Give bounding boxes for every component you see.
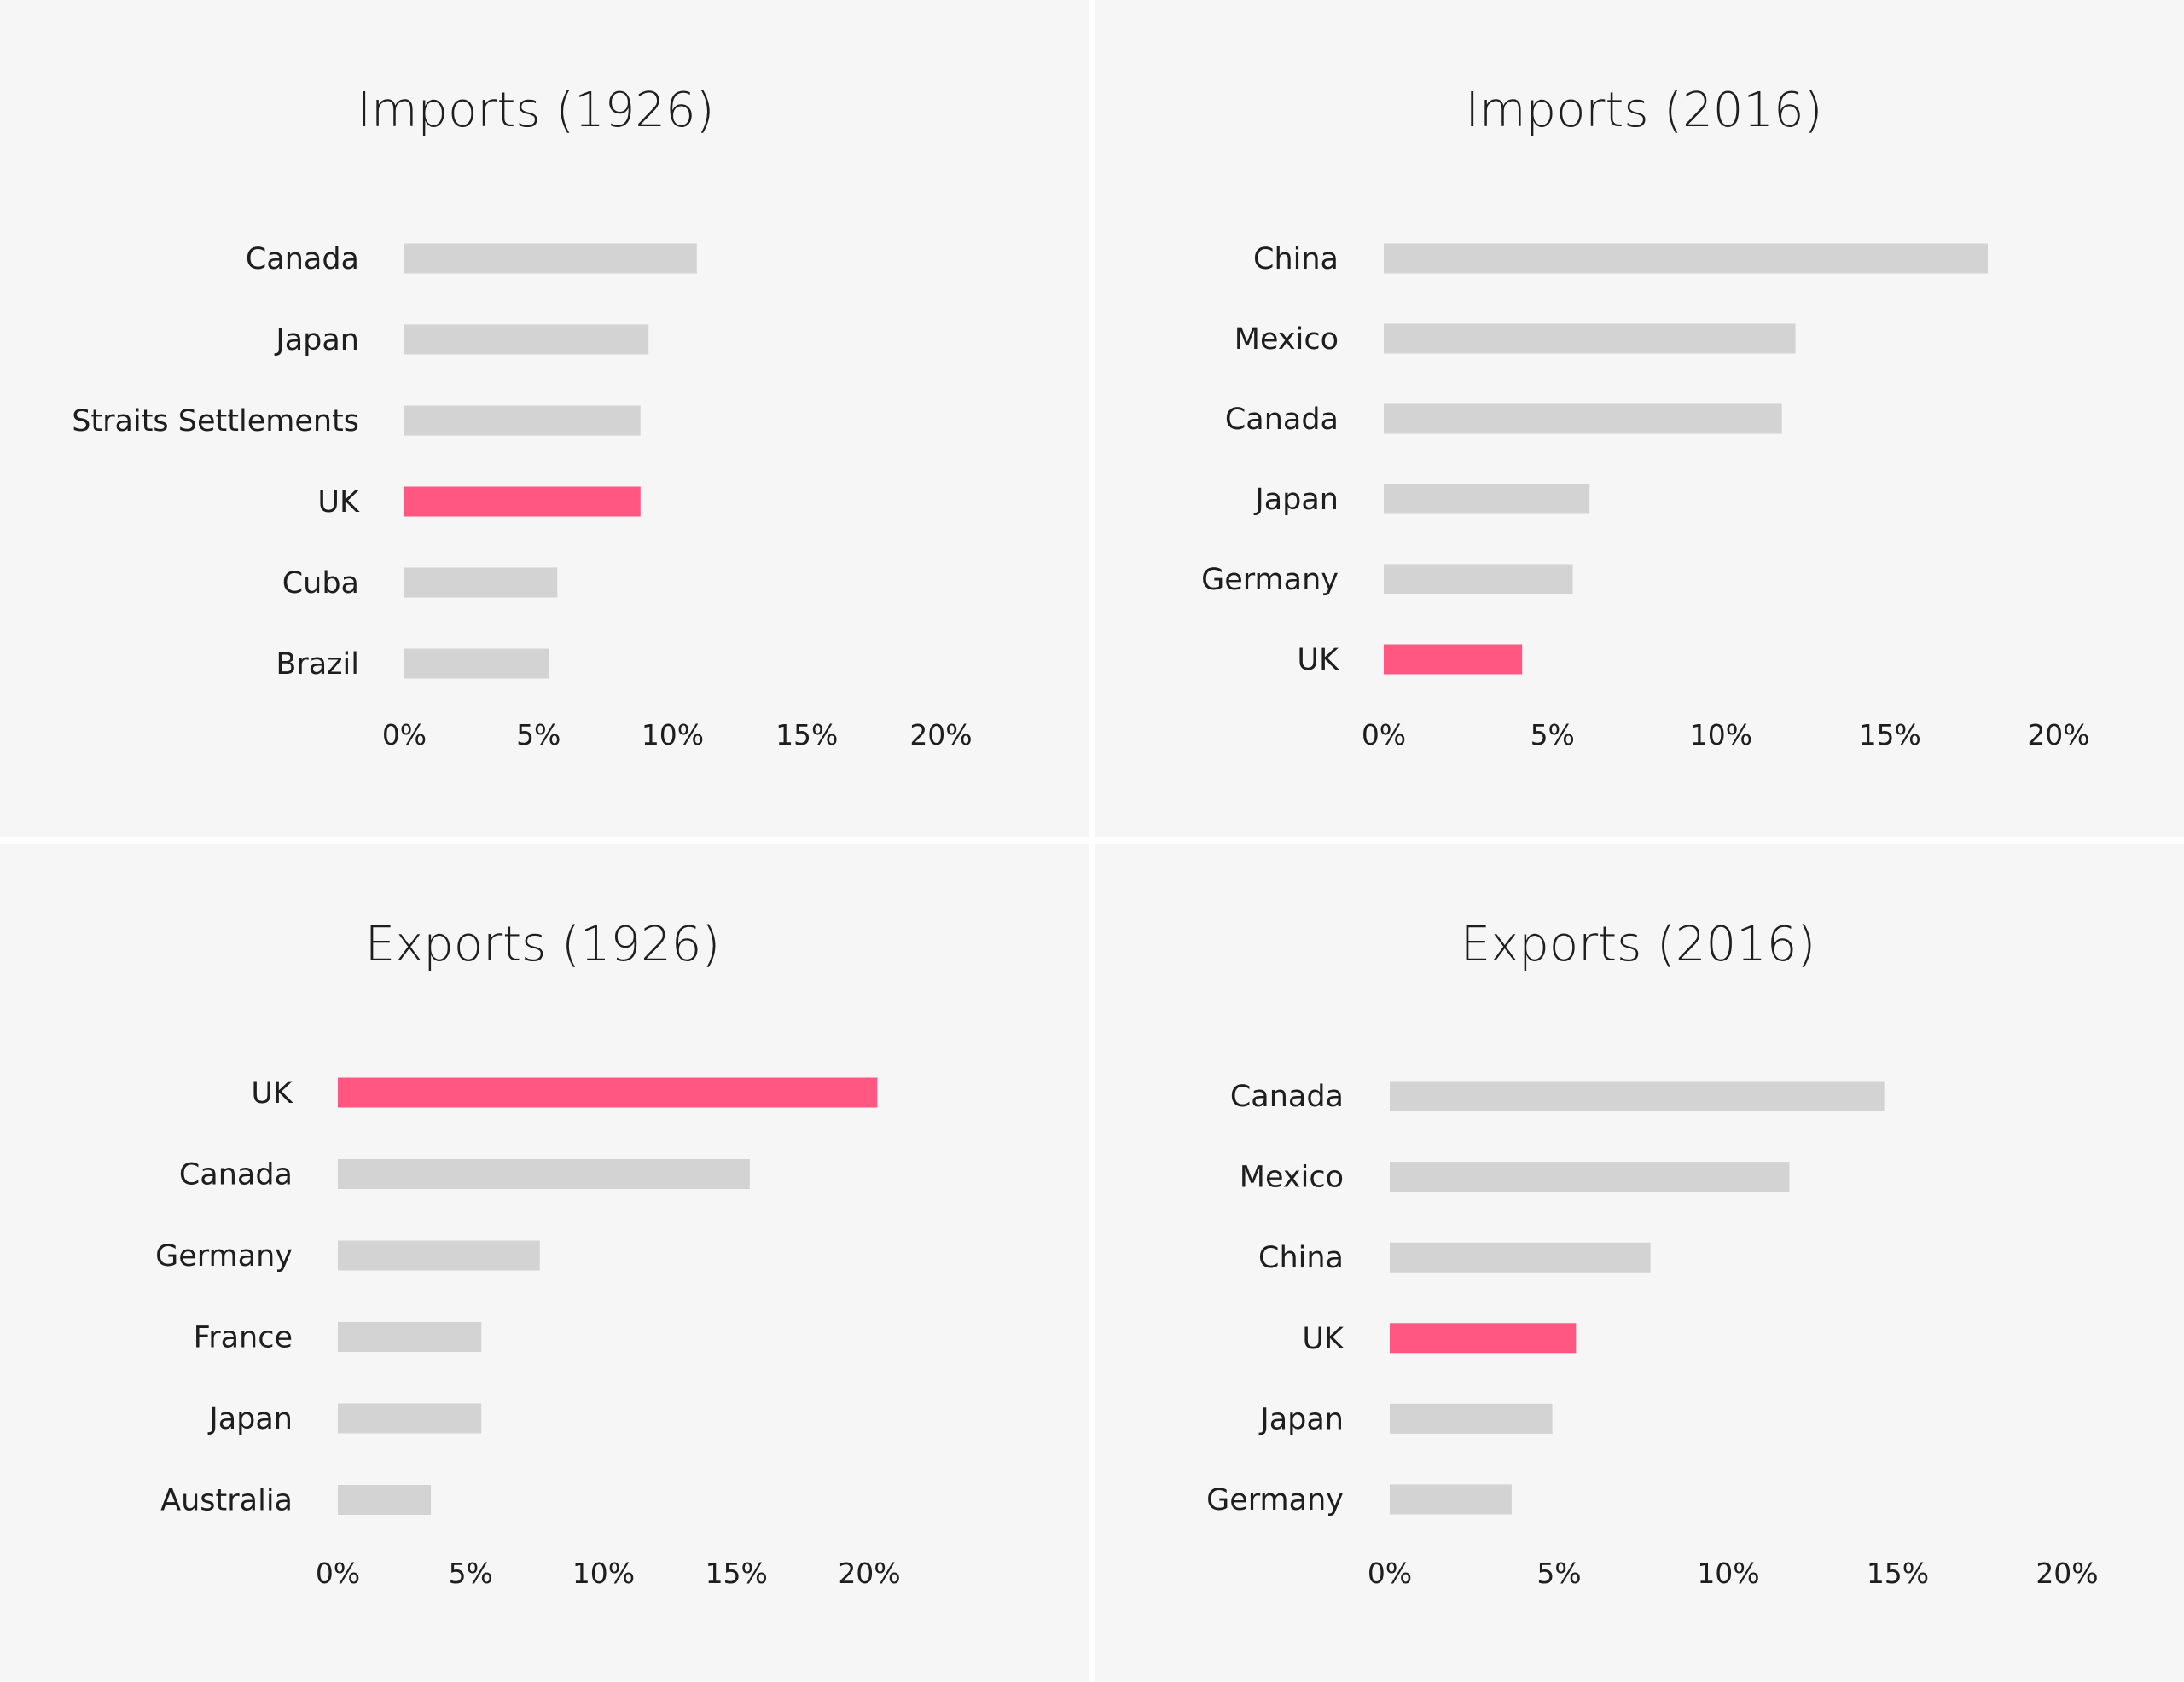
category-label-brazil: Brazil xyxy=(276,647,359,682)
bar-mexico xyxy=(1390,1162,1790,1192)
category-label-germany: Germany xyxy=(1206,1483,1344,1517)
bar-cuba xyxy=(404,567,558,598)
x-tick-label: 0% xyxy=(1368,1557,1412,1590)
bar-japan xyxy=(338,1403,482,1434)
x-tick-label: 15% xyxy=(1867,1557,1929,1590)
x-tick-label: 10% xyxy=(1697,1557,1759,1590)
bar-japan xyxy=(404,324,649,355)
bar-germany xyxy=(338,1240,540,1271)
category-label-mexico: Mexico xyxy=(1240,1161,1344,1195)
bar-canada xyxy=(1390,1081,1885,1111)
chart-panel-exports-2016: Exports (2016) Canada Mexico China UK Japan Ge… xyxy=(1095,844,2184,1682)
category-label-uk: UK xyxy=(317,485,360,519)
bar-uk xyxy=(1384,644,1523,675)
bar-brazil xyxy=(404,648,549,679)
x-tick-label: 5% xyxy=(449,1557,493,1590)
x-tick-label: 20% xyxy=(909,718,972,751)
category-label-france: France xyxy=(194,1321,293,1355)
bar-uk xyxy=(404,486,641,517)
bar-canada xyxy=(338,1159,750,1189)
x-tick-label: 10% xyxy=(1690,718,1752,751)
category-label-china: China xyxy=(1253,242,1339,276)
x-tick-label: 10% xyxy=(572,1557,635,1590)
category-label-uk: UK xyxy=(1297,643,1339,677)
bar-straits-settlements xyxy=(404,405,641,436)
x-tick-label: 0% xyxy=(382,718,427,751)
x-tick-label: 20% xyxy=(2027,718,2089,751)
x-tick-label: 5% xyxy=(516,718,561,751)
bar-china xyxy=(1384,243,1988,274)
category-label-cuba: Cuba xyxy=(282,566,359,600)
x-tick-label: 5% xyxy=(1531,718,1575,751)
bar-chart-imports-1926: Imports (1926) Canada Japan Straits Settlem… xyxy=(72,83,972,751)
bar-france xyxy=(338,1322,482,1352)
x-tick-label: 0% xyxy=(1362,718,1406,751)
category-label-germany: Germany xyxy=(1201,563,1339,597)
x-tick-label: 0% xyxy=(316,1557,360,1590)
bar-mexico xyxy=(1384,323,1796,354)
category-label-mexico: Mexico xyxy=(1234,322,1339,357)
x-tick-label: 5% xyxy=(1536,1557,1581,1590)
chart-title: Exports (2016) xyxy=(1461,917,1816,972)
bar-china xyxy=(1390,1242,1651,1273)
bar-canada xyxy=(404,243,697,274)
category-label-uk: UK xyxy=(251,1076,293,1111)
bar-japan xyxy=(1384,484,1590,514)
bar-australia xyxy=(338,1485,432,1515)
bar-uk xyxy=(1390,1323,1577,1354)
chart-title: Exports (1926) xyxy=(365,917,721,972)
category-label-japan: Japan xyxy=(207,1402,293,1436)
chart-panel-imports-1926: Imports (1926) Canada Japan Straits Settlem… xyxy=(0,0,1089,837)
x-tick-label: 10% xyxy=(642,718,704,751)
category-label-uk: UK xyxy=(1302,1322,1345,1356)
bar-japan xyxy=(1390,1403,1553,1434)
category-label-japan: Japan xyxy=(274,323,359,357)
chart-panel-exports-1926: Exports (1926) UK Canada Germany France Japan… xyxy=(0,844,1089,1682)
category-label-canada: Canada xyxy=(179,1158,293,1192)
x-tick-label: 15% xyxy=(706,1557,768,1590)
category-label-canada: Canada xyxy=(1230,1080,1344,1114)
bar-germany xyxy=(1384,564,1573,594)
bar-chart-exports-1926: Exports (1926) UK Canada Germany France Japan… xyxy=(155,917,901,1590)
chart-title: Imports (1926) xyxy=(357,83,714,138)
category-label-germany: Germany xyxy=(155,1239,293,1273)
x-tick-label: 20% xyxy=(2036,1557,2098,1590)
category-label-straits-settlements: Straits Settlements xyxy=(72,404,359,438)
x-tick-label: 15% xyxy=(1859,718,1921,751)
bar-canada xyxy=(1384,403,1782,434)
category-label-australia: Australia xyxy=(160,1484,293,1518)
x-tick-label: 15% xyxy=(775,718,838,751)
category-label-china: China xyxy=(1258,1241,1344,1275)
category-label-japan: Japan xyxy=(1253,483,1339,517)
bar-germany xyxy=(1390,1484,1512,1515)
bar-chart-exports-2016: Exports (2016) Canada Mexico China UK Japan Ge… xyxy=(1206,917,2099,1590)
chart-panel-imports-2016: Imports (2016) China Mexico Canada Japan Germ… xyxy=(1095,0,2184,837)
category-label-japan: Japan xyxy=(1258,1402,1344,1436)
bar-uk xyxy=(338,1077,878,1108)
category-label-canada: Canada xyxy=(1225,403,1339,437)
bar-chart-imports-2016: Imports (2016) China Mexico Canada Japan Germ… xyxy=(1201,83,2090,751)
x-tick-label: 20% xyxy=(838,1557,900,1590)
chart-title: Imports (2016) xyxy=(1465,83,1822,138)
category-label-canada: Canada xyxy=(246,242,359,276)
